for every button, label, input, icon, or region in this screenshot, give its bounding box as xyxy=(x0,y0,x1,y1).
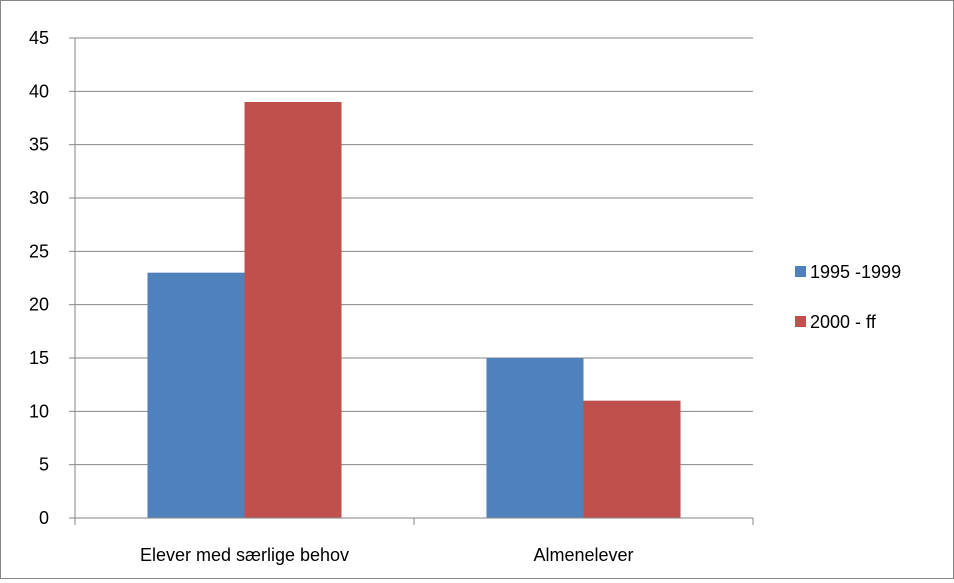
bar xyxy=(486,358,584,518)
legend-label: 1995 -1999 xyxy=(810,262,901,282)
y-tick-label: 15 xyxy=(29,348,49,368)
y-tick-label: 35 xyxy=(29,135,49,155)
legend-swatch xyxy=(795,266,806,277)
bars xyxy=(147,102,681,518)
legend: 1995 -1999 2000 - ff xyxy=(795,262,901,332)
legend-swatch xyxy=(795,316,806,327)
y-tick-label: 0 xyxy=(39,508,49,528)
axes xyxy=(74,38,754,525)
x-axis-category-labels: Elever med særlige behov Almenelever xyxy=(140,545,634,565)
x-category-label: Almenelever xyxy=(533,545,633,565)
y-tick-label: 45 xyxy=(29,28,49,48)
legend-label: 2000 - ff xyxy=(810,312,877,332)
y-tick-label: 10 xyxy=(29,401,49,421)
y-tick-label: 25 xyxy=(29,241,49,261)
y-tick-label: 20 xyxy=(29,295,49,315)
bar xyxy=(583,400,681,518)
x-category-label: Elever med særlige behov xyxy=(140,545,349,565)
bar xyxy=(147,272,245,518)
y-tick-label: 5 xyxy=(39,455,49,475)
y-axis-tick-labels: 0 5 10 15 20 25 30 35 40 45 xyxy=(29,28,49,528)
y-tick-label: 40 xyxy=(29,81,49,101)
y-tick-label: 30 xyxy=(29,188,49,208)
bar xyxy=(244,102,342,518)
